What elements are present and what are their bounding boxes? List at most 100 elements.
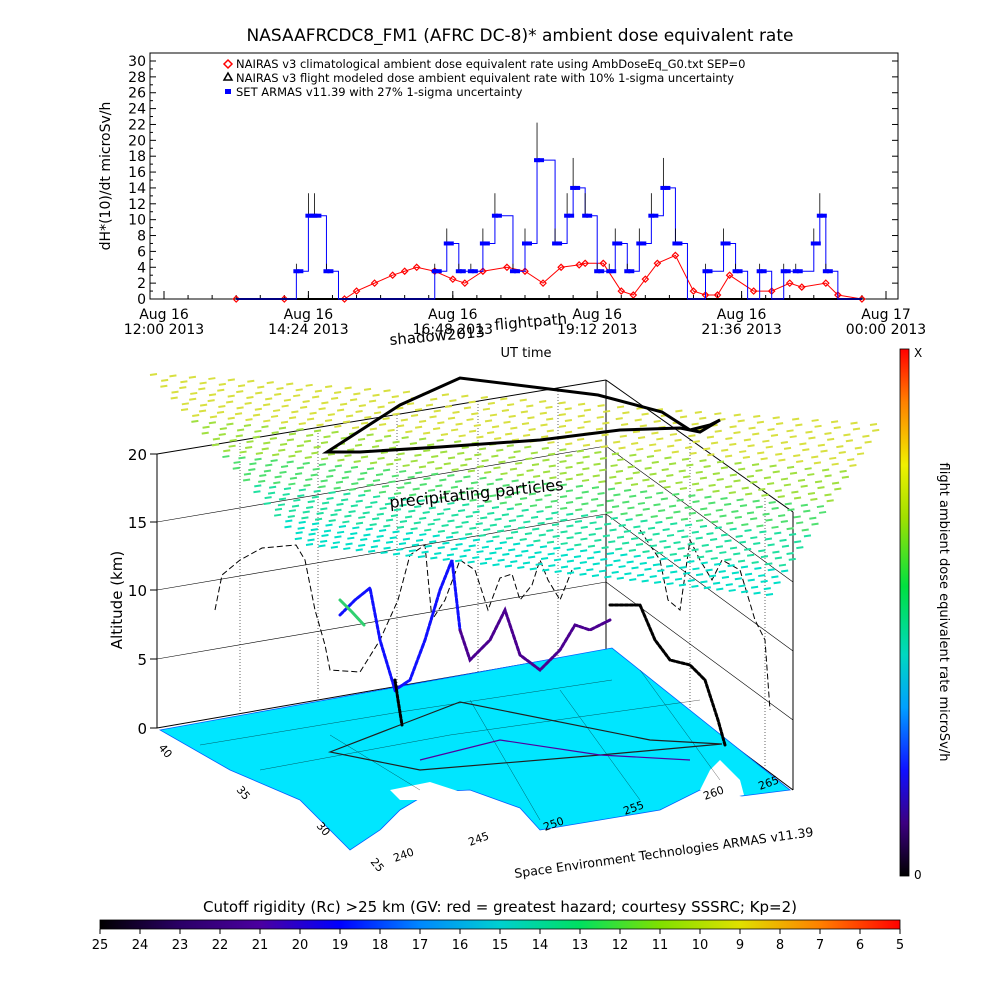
- particle-dash: [496, 448, 504, 452]
- particle-dash: [254, 457, 262, 461]
- particle-dash: [318, 463, 326, 467]
- particle-dash: [482, 407, 491, 411]
- particle-dash: [755, 505, 763, 509]
- particle-dash: [431, 455, 439, 459]
- particle-dash: [743, 438, 752, 442]
- particle-dash: [564, 407, 572, 411]
- particle-dash: [298, 422, 306, 426]
- particle-dash: [358, 515, 366, 519]
- particle-dash: [462, 503, 470, 507]
- y-tick-label: 14: [128, 181, 146, 197]
- particle-dash: [360, 455, 369, 459]
- particle-dash: [433, 409, 441, 413]
- particle-dash: [511, 438, 520, 442]
- particle-dash: [760, 579, 768, 583]
- particle-dash: [427, 460, 435, 464]
- x-tick-label-time: 00:00 2013: [846, 322, 926, 338]
- particle-dash: [810, 497, 818, 501]
- particle-dash: [688, 511, 696, 515]
- rigidity-tick-label: 23: [172, 938, 189, 953]
- particle-dash: [660, 557, 668, 561]
- data-point-armas: [538, 158, 545, 163]
- lat-tick-label: 35: [234, 784, 253, 803]
- particle-dash: [691, 530, 699, 534]
- credit-label: Space Environment Technologies ARMAS v11…: [513, 824, 814, 881]
- particle-dash: [417, 555, 426, 559]
- particle-dash: [500, 472, 508, 476]
- particle-dash: [735, 534, 743, 538]
- particle-dash: [731, 510, 739, 514]
- particle-dash: [714, 429, 722, 433]
- particle-dash: [370, 501, 378, 505]
- particle-dash: [602, 534, 611, 538]
- particle-dash: [721, 575, 730, 579]
- legend-entry-set-armas: SET ARMAS v11.39 with 27% 1-sigma uncert…: [236, 85, 523, 99]
- particle-dash: [270, 414, 279, 418]
- data-point-armas: [598, 269, 605, 274]
- particle-dash: [615, 547, 623, 551]
- particle-dash: [508, 519, 517, 523]
- particle-dash: [845, 439, 854, 443]
- particle-dash: [606, 499, 614, 503]
- particle-dash: [753, 414, 761, 418]
- particle-dash: [345, 414, 354, 418]
- particle-dash: [283, 487, 292, 491]
- particle-dash: [310, 528, 318, 532]
- particle-dash: [597, 404, 605, 408]
- particle-dash: [551, 511, 559, 515]
- y-tick-label: 26: [128, 86, 146, 102]
- particle-dash: [423, 477, 431, 481]
- particle-dash: [738, 584, 746, 588]
- particle-dash: [519, 538, 527, 542]
- particle-dash: [595, 439, 603, 443]
- particle-dash: [610, 516, 618, 520]
- particle-dash: [336, 530, 345, 534]
- particle-dash: [559, 495, 568, 499]
- particle-dash: [419, 533, 427, 537]
- particle-dash: [666, 533, 675, 537]
- particle-dash: [660, 497, 668, 501]
- particle-dash: [765, 562, 773, 566]
- particle-dash: [640, 490, 648, 494]
- particle-dash: [679, 415, 688, 419]
- particle-dash: [281, 404, 289, 408]
- particle-dash: [357, 437, 366, 441]
- data-point-armas: [491, 213, 498, 218]
- particle-dash: [430, 556, 438, 560]
- data-point-armas: [736, 269, 743, 274]
- particle-dash: [765, 518, 773, 522]
- particle-dash: [658, 479, 667, 483]
- particle-dash: [494, 517, 502, 521]
- particle-dash: [793, 515, 801, 519]
- y-tick-label: 6: [137, 244, 146, 260]
- x-tick-label-time: 21:36 2013: [701, 322, 781, 338]
- particle-dash: [460, 463, 468, 467]
- particle-dash: [772, 470, 780, 474]
- particle-dash: [771, 575, 779, 579]
- particle-dash: [788, 533, 797, 537]
- particle-dash: [268, 485, 277, 489]
- lat-tick-label: 25: [368, 856, 387, 875]
- particle-dash: [468, 544, 476, 548]
- particle-dash: [705, 568, 713, 572]
- particle-dash: [681, 535, 689, 539]
- particle-dash: [504, 495, 512, 499]
- particle-dash: [767, 427, 775, 431]
- particle-dash: [180, 408, 189, 412]
- particle-dash: [506, 507, 514, 511]
- particle-dash: [786, 465, 795, 469]
- particle-dash: [378, 490, 387, 494]
- particle-dash: [253, 490, 261, 494]
- particle-dash: [405, 430, 413, 434]
- particle-dash: [577, 437, 585, 441]
- particle-dash: [742, 455, 751, 459]
- particle-dash: [492, 563, 500, 567]
- particle-dash: [466, 418, 474, 422]
- data-point-armas: [586, 213, 593, 218]
- particle-dash: [270, 459, 278, 463]
- particle-dash: [310, 473, 318, 477]
- particle-dash: [596, 503, 604, 507]
- particle-dash: [546, 540, 555, 544]
- particle-dash: [232, 466, 240, 470]
